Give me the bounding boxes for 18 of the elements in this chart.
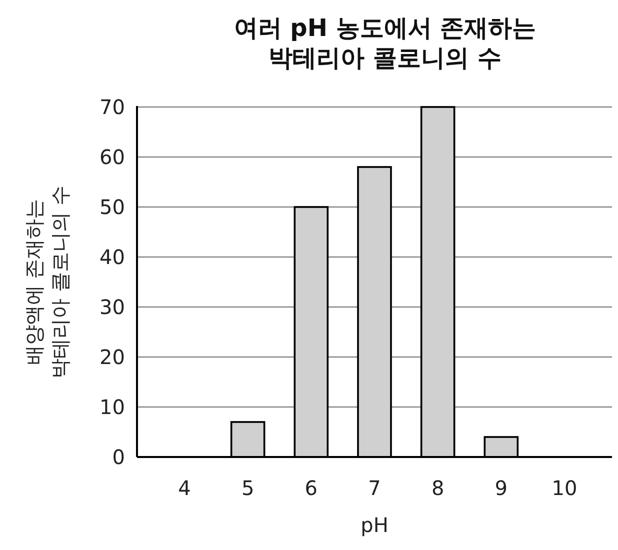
y-tick-label: 70 — [100, 95, 125, 119]
x-tick-label: 4 — [178, 476, 191, 500]
x-tick-label: 7 — [368, 476, 381, 500]
x-tick-label: 9 — [494, 476, 508, 500]
y-axis-title: 배양액에 존재하는 박테리아 콜로니의 수 — [22, 186, 72, 378]
y-tick-label: 60 — [100, 145, 125, 169]
y-tick-label: 40 — [100, 245, 125, 269]
x-axis-title: pH — [360, 513, 388, 537]
y-tick-label: 50 — [100, 195, 125, 219]
y-tick-label: 10 — [100, 395, 125, 419]
y-tick-label: 0 — [112, 445, 125, 469]
x-tick-label: 5 — [241, 476, 254, 500]
y-tick-label: 20 — [100, 345, 125, 369]
x-tick-label: 10 — [552, 476, 578, 500]
y-tick-label: 30 — [100, 295, 125, 319]
chart-title: 여러 pH 농도에서 존재하는 박테리아 콜로니의 수 — [234, 14, 536, 72]
x-tick-label: 6 — [304, 476, 318, 500]
x-tick-label: 8 — [431, 476, 444, 500]
